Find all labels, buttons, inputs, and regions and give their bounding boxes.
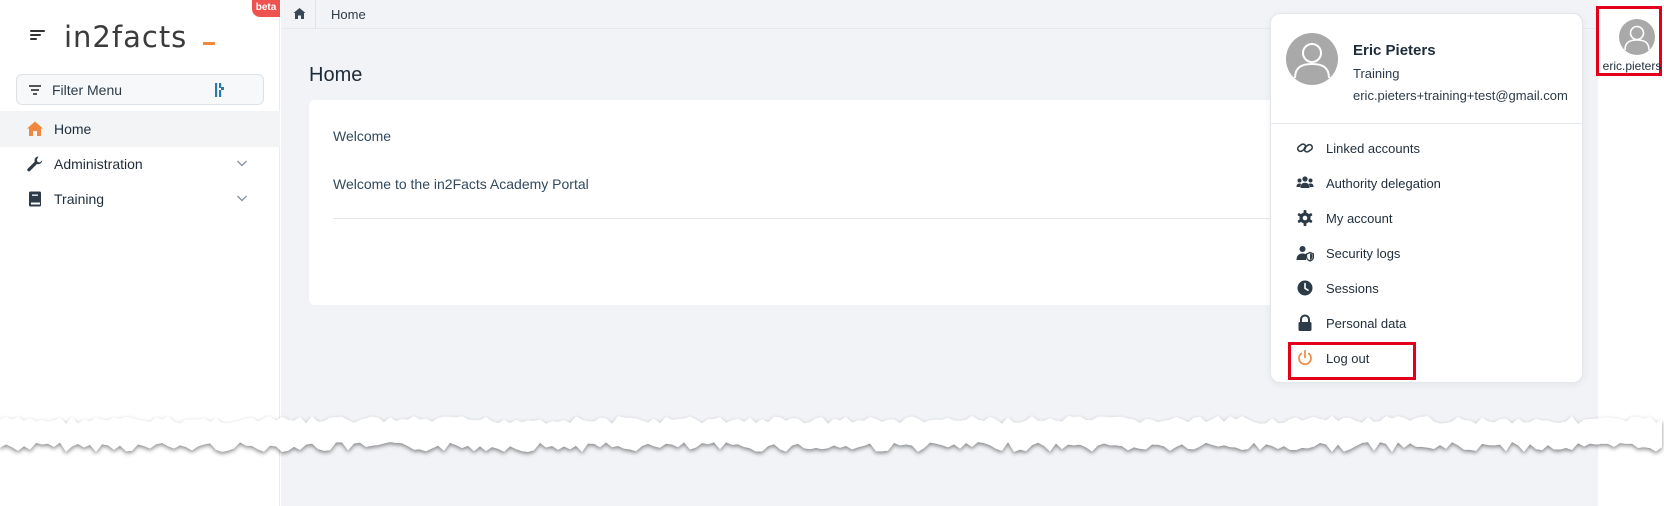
- log-out-highlight: [1288, 342, 1416, 380]
- home-icon[interactable]: [293, 7, 306, 20]
- sidebar-item-administration[interactable]: Administration: [0, 146, 280, 182]
- clock-icon: [1297, 280, 1313, 296]
- user-email: eric.pieters+training+test@gmail.com: [1353, 88, 1568, 103]
- welcome-heading: Welcome: [333, 128, 392, 144]
- user-icon: [1294, 43, 1330, 79]
- user-short-name: eric.pieters: [1602, 59, 1662, 73]
- welcome-text: Welcome to the in2Facts Academy Portal: [333, 176, 589, 192]
- menu-item-label: Personal data: [1326, 316, 1407, 331]
- menu-item-authority-delegation[interactable]: Authority delegation: [1291, 168, 1561, 198]
- home-icon: [27, 121, 43, 136]
- menu-item-sessions[interactable]: Sessions: [1291, 273, 1561, 303]
- menu-toggle-icon[interactable]: [30, 28, 48, 42]
- sidebar-item-label: Training: [54, 191, 105, 207]
- menu-item-label: My account: [1326, 211, 1393, 226]
- menu-item-security-logs[interactable]: Security logs: [1291, 238, 1561, 268]
- avatar: [1619, 19, 1655, 55]
- filter-menu-input[interactable]: Filter Menu: [16, 74, 264, 105]
- menu-item-label: Authority delegation: [1326, 176, 1441, 191]
- breadcrumb-current: Home: [331, 7, 366, 22]
- users-icon: [1296, 176, 1314, 188]
- menu-item-label: Sessions: [1326, 281, 1379, 296]
- page-title: Home: [309, 64, 363, 86]
- gear-icon: [1297, 210, 1313, 226]
- logo-underscore: [203, 42, 215, 45]
- link-icon: [1296, 143, 1314, 153]
- user-icon: [1624, 25, 1650, 51]
- chevron-down-icon[interactable]: [236, 157, 248, 169]
- user-shield-icon: [1296, 246, 1314, 262]
- book-icon: [29, 191, 41, 207]
- app-logo[interactable]: in2facts: [64, 20, 188, 54]
- menu-divider: [1271, 123, 1582, 124]
- breadcrumb-separator: [315, 0, 316, 29]
- card-divider: [333, 218, 1409, 219]
- avatar: [1286, 33, 1338, 85]
- menu-item-linked-accounts[interactable]: Linked accounts: [1291, 133, 1561, 163]
- lock-icon: [1298, 314, 1312, 331]
- sidebar-item-home[interactable]: Home: [0, 111, 280, 147]
- pin-menu-icon[interactable]: [213, 82, 227, 98]
- power-icon: [1298, 349, 1312, 366]
- sidebar-item-training[interactable]: Training: [0, 181, 280, 217]
- menu-item-my-account[interactable]: My account: [1291, 203, 1561, 233]
- beta-badge: beta: [252, 0, 280, 17]
- menu-item-personal-data[interactable]: Personal data: [1291, 308, 1561, 338]
- menu-item-log-out[interactable]: Log out: [1291, 343, 1561, 373]
- wrench-icon: [27, 156, 43, 172]
- user-full-name: Eric Pieters: [1353, 42, 1436, 59]
- filter-icon: [29, 84, 41, 95]
- user-role: Training: [1353, 66, 1400, 81]
- filter-menu-label: Filter Menu: [52, 82, 123, 98]
- sidebar-item-label: Home: [54, 121, 92, 137]
- menu-item-label: Linked accounts: [1326, 141, 1420, 156]
- user-menu-button[interactable]: eric.pieters: [1596, 6, 1662, 76]
- sidebar-item-label: Administration: [54, 156, 143, 172]
- welcome-card: Welcome Welcome to the in2Facts Academy …: [309, 100, 1409, 305]
- torn-paper-edge: [0, 416, 1662, 452]
- menu-item-label: Security logs: [1326, 246, 1401, 261]
- chevron-down-icon[interactable]: [236, 192, 248, 204]
- menu-item-label: Log out: [1326, 351, 1370, 366]
- user-dropdown-menu: Eric Pieters Training eric.pieters+train…: [1270, 13, 1583, 383]
